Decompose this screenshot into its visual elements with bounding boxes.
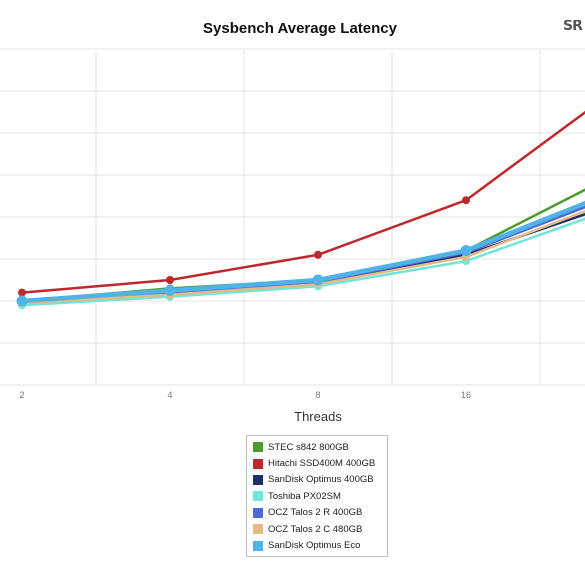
- legend-label: STEC s842 800GB: [268, 441, 349, 453]
- legend-swatch: [253, 442, 263, 453]
- legend-label: OCZ Talos 2 C 480GB: [268, 523, 363, 535]
- legend-swatch: [253, 458, 263, 469]
- data-point: [164, 285, 176, 296]
- x-tick-label: 8: [315, 390, 320, 400]
- logo: SR: [563, 20, 585, 46]
- legend-item: STEC s842 800GB: [253, 439, 387, 455]
- x-tick-labels: 2 4 8 16: [19, 390, 471, 400]
- data-point: [462, 196, 470, 205]
- legend-item: SanDisk Optimus Eco: [253, 537, 387, 553]
- legend-item: Hitachi SSD400M 400GB: [253, 455, 387, 471]
- data-point: [16, 295, 28, 307]
- x-axis-label: Threads: [294, 409, 342, 424]
- series-5: [18, 209, 585, 308]
- data-point: [18, 288, 26, 297]
- grid: [0, 48, 585, 386]
- data-point: [166, 276, 174, 284]
- legend-label: SanDisk Optimus 400GB: [268, 474, 374, 486]
- series-6: [16, 200, 585, 307]
- data-point: [312, 274, 324, 286]
- legend-swatch: [253, 507, 263, 518]
- legend-swatch: [253, 540, 263, 551]
- legend-label: SanDisk Optimus Eco: [268, 540, 361, 552]
- legend-label: OCZ Talos 2 R 400GB: [268, 507, 363, 519]
- legend-swatch: [253, 474, 263, 485]
- x-tick-label: 2: [19, 390, 24, 400]
- legend-swatch: [253, 524, 263, 535]
- data-point: [314, 250, 322, 259]
- logo-mark: SR: [563, 20, 583, 34]
- legend-label: Toshiba PX02SM: [268, 490, 341, 502]
- legend-item: SanDisk Optimus 400GB: [253, 472, 387, 488]
- legend: STEC s842 800GB Hitachi SSD400M 400GB SanD…: [246, 435, 388, 557]
- legend-swatch: [253, 491, 263, 502]
- legend-item: OCZ Talos 2 R 400GB: [253, 505, 387, 521]
- series-line: [20, 110, 585, 294]
- series-1: [18, 110, 585, 297]
- series-layer: [16, 110, 585, 310]
- data-point: [460, 245, 472, 257]
- legend-label: Hitachi SSD400M 400GB: [268, 458, 376, 470]
- legend-item: Toshiba PX02SM: [253, 488, 387, 504]
- series-2: [18, 212, 585, 305]
- legend-item: OCZ Talos 2 C 480GB: [253, 521, 387, 537]
- chart-title: Sysbench Average Latency: [203, 20, 398, 37]
- x-tick-label: 16: [461, 390, 471, 400]
- x-tick-label: 4: [167, 390, 172, 400]
